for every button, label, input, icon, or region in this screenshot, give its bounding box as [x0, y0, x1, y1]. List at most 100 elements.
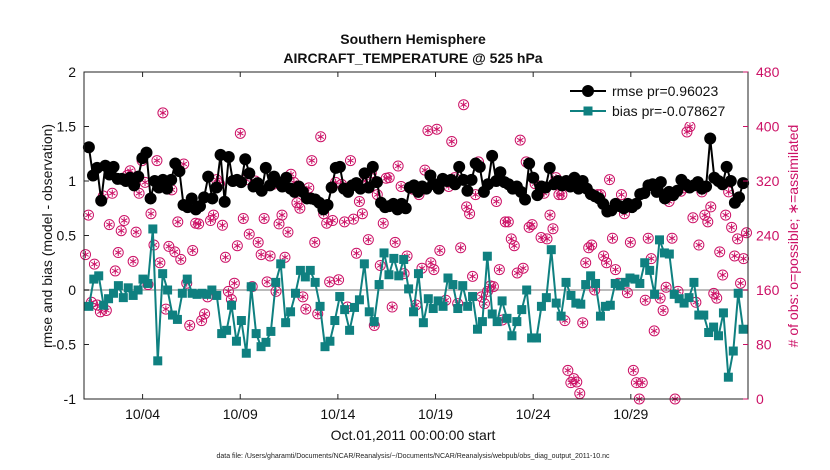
bias-marker — [177, 288, 187, 298]
y2-tick-label: 80 — [756, 337, 772, 353]
obs-assimilated-marker — [233, 242, 241, 250]
obs-possible-marker — [228, 277, 240, 289]
obs-possible-marker — [544, 209, 556, 221]
obs-possible-marker — [205, 215, 217, 227]
obs-possible-marker — [741, 227, 753, 239]
bias-marker — [714, 331, 724, 341]
obs-assimilated-marker — [731, 252, 738, 260]
obs-possible-marker — [103, 219, 115, 231]
obs-assimilated-marker — [629, 366, 637, 374]
obs-assimilated-marker — [606, 176, 613, 184]
bias-marker — [620, 277, 630, 287]
rmse-marker — [218, 195, 231, 208]
bias-marker — [84, 301, 94, 311]
obs-possible-marker — [660, 281, 672, 293]
obs-assimilated-marker — [254, 238, 262, 246]
obs-assimilated-marker — [257, 250, 265, 259]
obs-possible-marker — [666, 232, 678, 244]
obs-possible-marker — [458, 99, 470, 111]
bias-marker — [295, 265, 305, 275]
obs-assimilated-marker — [82, 250, 89, 259]
bias-marker — [512, 317, 522, 327]
bias-marker — [94, 271, 104, 281]
obs-assimilated-marker — [504, 218, 512, 226]
rmse-marker — [82, 141, 95, 154]
obs-assimilated-marker — [707, 203, 715, 211]
obs-assimilated-marker — [326, 278, 334, 286]
obs-assimilated-marker — [650, 327, 658, 335]
obs-assimilated-marker — [463, 203, 470, 211]
obs-assimilated-marker — [582, 259, 590, 267]
obs-possible-marker — [705, 201, 717, 213]
obs-assimilated-marker — [701, 211, 709, 219]
bias-marker — [217, 329, 227, 339]
y2-tick-label: 320 — [756, 173, 780, 189]
obs-assimilated-marker — [689, 214, 697, 222]
obs-assimilated-marker — [686, 122, 694, 131]
rmse-marker — [432, 182, 445, 195]
obs-possible-marker — [184, 319, 196, 331]
obs-possible-marker — [604, 174, 616, 186]
obs-possible-marker — [237, 212, 249, 224]
obs-assimilated-marker — [424, 126, 432, 135]
obs-assimilated-marker — [314, 310, 322, 318]
rmse-marker — [494, 166, 507, 179]
rmse-marker — [370, 176, 383, 189]
obs-possible-marker — [145, 208, 157, 220]
obs-possible-marker — [621, 287, 633, 299]
obs-assimilated-marker — [719, 271, 727, 279]
bias-marker — [99, 300, 109, 310]
obs-possible-marker — [88, 258, 100, 270]
bias-marker — [453, 304, 463, 314]
obs-possible-marker — [726, 221, 738, 233]
obs-possible-marker — [434, 244, 446, 256]
bias-marker — [236, 316, 246, 326]
y-tick-label: 0.5 — [57, 228, 77, 244]
obs-assimilated-marker — [359, 210, 366, 218]
obs-possible-marker — [583, 242, 595, 254]
obs-possible-marker — [255, 249, 267, 261]
obs-possible-marker — [353, 195, 365, 207]
rmse-marker — [333, 160, 346, 173]
obs-assimilated-marker — [659, 306, 667, 315]
bias-marker — [364, 307, 374, 317]
obs-assimilated-marker — [296, 204, 304, 212]
obs-assimilated-marker — [108, 189, 116, 197]
bias-marker — [723, 372, 733, 382]
bias-marker — [571, 298, 581, 308]
obs-assimilated-marker — [710, 289, 718, 298]
rmse-marker — [210, 181, 223, 194]
rmse-marker — [465, 173, 478, 186]
bias-marker — [276, 259, 286, 269]
bias-marker — [738, 324, 748, 334]
bias-marker — [409, 307, 419, 317]
bias-marker — [389, 253, 399, 263]
obs-assimilated-marker — [353, 249, 360, 257]
bias-marker — [266, 326, 276, 336]
bias-marker — [433, 296, 443, 306]
obs-assimilated-marker — [201, 310, 208, 318]
obs-assimilated-marker — [165, 242, 173, 250]
bias-marker — [222, 325, 232, 335]
bias-marker — [340, 305, 350, 315]
obs-possible-marker — [657, 304, 669, 316]
obs-possible-marker — [264, 250, 276, 262]
obs-possible-marker — [607, 232, 619, 244]
obs-possible-marker — [187, 244, 199, 256]
obs-possible-marker — [118, 215, 130, 227]
bias-marker — [350, 302, 360, 312]
bias-marker — [104, 294, 114, 304]
obs-assimilated-marker — [132, 228, 140, 236]
obs-assimilated-marker — [174, 218, 182, 226]
bias-marker — [310, 277, 320, 287]
bias-marker — [246, 282, 256, 292]
bias-marker — [394, 271, 404, 281]
x-axis-label: Oct.01,2011 00:00:00 start — [331, 427, 496, 443]
rmse-marker — [399, 202, 412, 215]
bias-marker — [576, 299, 586, 309]
bias-marker — [345, 325, 355, 335]
rmse-marker — [473, 160, 486, 173]
y-tick-label: 0 — [68, 282, 76, 298]
obs-possible-marker — [580, 257, 592, 269]
rmse-marker — [366, 160, 379, 173]
